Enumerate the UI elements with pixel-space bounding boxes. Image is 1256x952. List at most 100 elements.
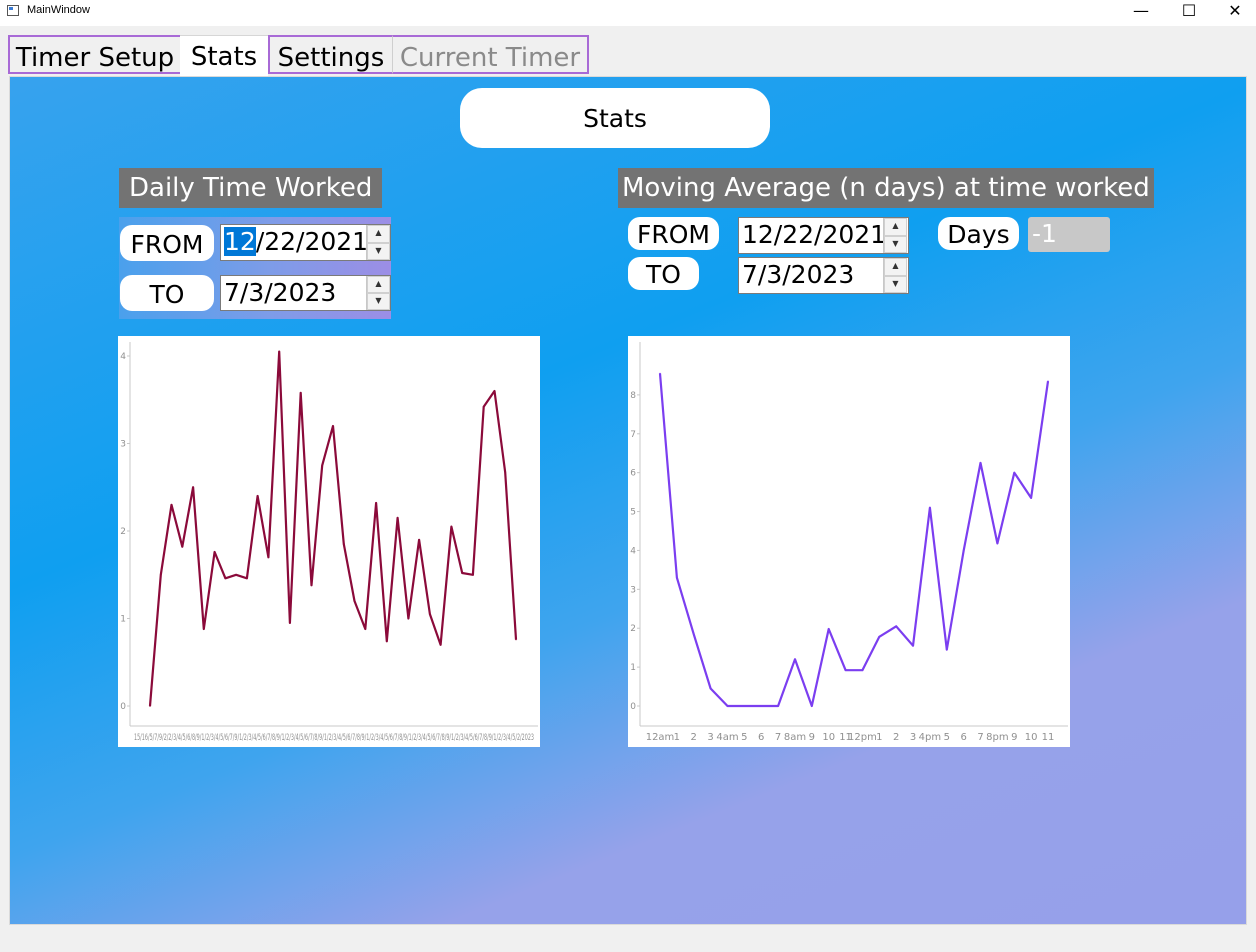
data-point [1013, 471, 1016, 474]
data-point [692, 633, 695, 635]
y-tick-label: 8 [630, 391, 636, 401]
daily-to-date-input[interactable]: 7/3/2023 [220, 275, 391, 311]
data-point [213, 551, 216, 553]
moving-to-date-input[interactable]: 7/3/2023 [738, 257, 909, 294]
x-tick-label: 2 [893, 732, 899, 743]
spin-up-icon[interactable]: ▲ [884, 218, 907, 236]
moving-from-date-input[interactable]: 12/22/2021 [738, 217, 909, 254]
data-point [743, 705, 746, 707]
close-button[interactable]: ✕ [1228, 1, 1242, 20]
x-tick-label: 9 [1011, 732, 1017, 743]
page-title: Stats [460, 88, 770, 148]
title-bar: MainWindow — ☐ ✕ [0, 0, 1256, 26]
spin-down-icon[interactable]: ▼ [884, 235, 907, 253]
maximize-button[interactable]: ☐ [1181, 1, 1197, 20]
moving-average-heading: Moving Average (n days) at time worked [618, 168, 1154, 208]
data-point [472, 573, 474, 576]
daily-from-date-rest: /22/2021 [255, 227, 369, 256]
y-tick-label: 3 [630, 585, 636, 595]
data-point [844, 669, 847, 672]
data-point [450, 525, 453, 528]
spin-down-icon[interactable]: ▼ [367, 242, 390, 260]
spin-down-icon[interactable]: ▼ [367, 293, 390, 310]
y-tick-label: 7 [630, 430, 636, 440]
data-point [235, 573, 237, 576]
x-tick-label: 12pm [848, 732, 877, 743]
x-tick-label: 10 [822, 732, 835, 743]
x-tick-label: 1 [674, 732, 680, 743]
data-point [246, 577, 248, 580]
data-point [289, 622, 291, 624]
data-point [929, 506, 931, 509]
x-tick-label: 2 [691, 732, 697, 743]
minimize-button[interactable]: — [1133, 1, 1149, 20]
x-tick-label: 7 [977, 732, 983, 743]
y-tick-label: 4 [120, 352, 126, 362]
moving-to-label: TO [628, 257, 699, 290]
x-tick-label: 7 [775, 732, 781, 743]
y-tick-label: 3 [120, 440, 126, 450]
x-tick-label: 8am [784, 732, 806, 743]
x-tick-label: 10 [1025, 732, 1038, 743]
data-point [267, 556, 270, 559]
data-point [493, 390, 496, 392]
x-tick-label: 11 [839, 732, 852, 743]
data-point [659, 372, 661, 375]
y-tick-label: 4 [630, 546, 636, 556]
data-point [962, 549, 965, 552]
x-tick-label: 11 [1042, 732, 1055, 743]
data-point [515, 638, 517, 641]
data-point [375, 502, 377, 504]
data-point [396, 517, 399, 519]
data-point [203, 628, 205, 630]
moving-from-date-spinner[interactable]: ▲ ▼ [883, 218, 907, 253]
spin-down-icon[interactable]: ▼ [884, 275, 907, 293]
data-point [912, 644, 914, 647]
data-point [278, 350, 280, 353]
window-title: MainWindow [27, 4, 90, 16]
data-point [181, 545, 184, 548]
daily-from-date-spinner[interactable]: ▲ ▼ [366, 225, 390, 260]
tab-current-timer[interactable]: Current Timer [392, 35, 589, 74]
y-tick-label: 2 [630, 624, 636, 634]
x-tick-label: 8pm [986, 732, 1008, 743]
data-point [861, 669, 864, 672]
tab-settings[interactable]: Settings [268, 35, 392, 74]
data-point [461, 572, 463, 574]
data-point [1030, 497, 1032, 499]
x-tick-label: 6 [758, 732, 764, 743]
moving-to-date-spinner[interactable]: ▲ ▼ [883, 258, 907, 293]
stats-panel: Stats Daily Time Worked FROM 12/22/2021 … [9, 76, 1247, 925]
spin-up-icon[interactable]: ▲ [367, 276, 390, 293]
data-point [760, 705, 763, 707]
x-tick-label: 3 [910, 732, 916, 743]
days-input[interactable]: -1 [1028, 217, 1110, 252]
data-point [192, 486, 194, 489]
spin-up-icon[interactable]: ▲ [884, 258, 907, 276]
daily-from-date-selected-segment: 12 [224, 227, 256, 256]
y-tick-label: 6 [630, 469, 636, 479]
x-tick-label: 1 [876, 732, 882, 743]
data-point [407, 617, 410, 620]
data-point [170, 503, 173, 506]
x-tick-label: 9 [809, 732, 815, 743]
daily-to-date-spinner[interactable]: ▲ ▼ [366, 276, 390, 310]
series-line [148, 350, 518, 707]
data-point [979, 462, 982, 464]
moving-from-label: FROM [628, 217, 719, 250]
data-point [482, 405, 485, 408]
x-tick-label: 12am [646, 732, 675, 743]
app-window-icon [7, 5, 19, 16]
spin-up-icon[interactable]: ▲ [367, 225, 390, 243]
daily-time-chart-svg: 0 1 2 3 4 15/16/5/7/9/2/2/3/4/5/6/8/9/1/2/3/4… [120, 342, 538, 743]
tab-timer-setup[interactable]: Timer Setup [8, 35, 180, 74]
moving-average-chart: 0 1 2 3 4 5 6 7 8 12am 1 2 3 4am 5 6 7 8am 9 10 11 12pm 1 2 3 4pm… [628, 336, 1070, 747]
data-point [878, 635, 881, 638]
daily-from-date-input[interactable]: 12/22/2021 [220, 224, 391, 261]
tab-stats[interactable]: Stats [180, 35, 268, 76]
data-point [149, 705, 151, 707]
data-point [827, 628, 830, 630]
data-point [996, 542, 999, 545]
data-point [364, 628, 367, 630]
data-point [504, 471, 507, 474]
